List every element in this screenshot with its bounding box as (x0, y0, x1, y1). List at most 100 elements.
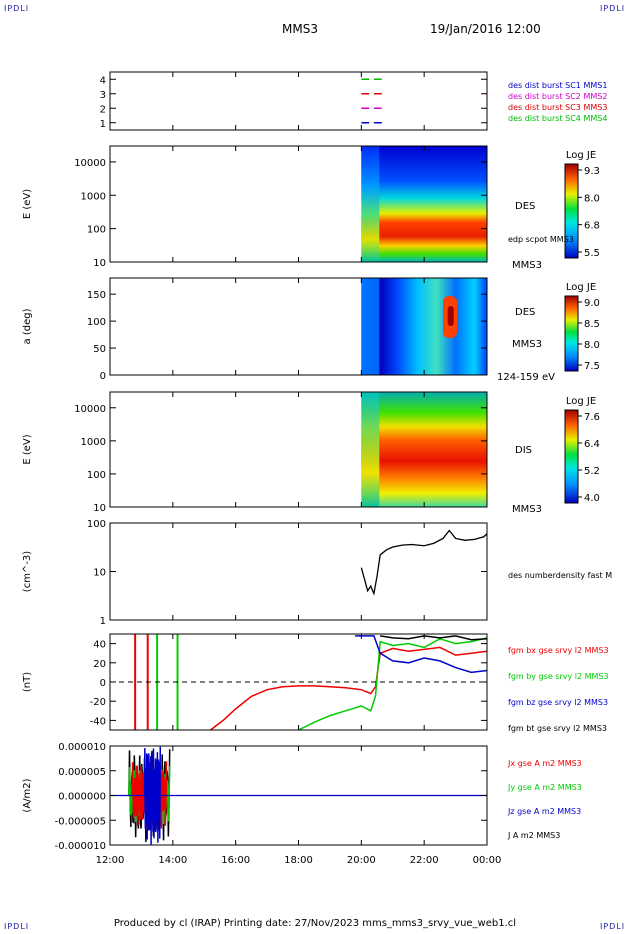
current-density-legend-entry: Jy gse A m2 MMS3 (507, 783, 582, 792)
corner-label-bottom-right: IPDLI (600, 922, 626, 931)
magnetic-field-legend-entry: fgm bt gse srvy l2 MMS3 (508, 724, 607, 733)
x-tick-label: 22:00 (410, 855, 439, 866)
x-tick-label: 16:00 (221, 855, 250, 866)
ion-energy-tick-label: 1000 (81, 437, 106, 448)
ion-energy-colorbar-tick-label: 7.6 (584, 412, 600, 423)
magnetic-field-tick-label: 40 (93, 640, 106, 651)
electron-pitch-spacecraft-label: MMS3 (512, 339, 542, 350)
density-tick-label: 10 (93, 568, 106, 579)
current-density-ylabel: (A/m2) (22, 778, 33, 812)
electron-pitch-colorbar-tick-label: 8.5 (584, 319, 600, 330)
availability-frame (109, 71, 488, 131)
magnetic-field-ylabel: (nT) (22, 672, 33, 692)
spacecraft-title: MMS3 (282, 22, 318, 36)
availability-tick-label: 2 (100, 104, 106, 115)
footer-credit: Produced by cl (IRAP) Printing date: 27/… (113, 918, 517, 929)
magnetic-field-tick-label: -40 (90, 716, 106, 727)
magnetic-field-series-3 (380, 635, 488, 641)
magnetic-field-legend-entry: fgm by gse srvy l2 MMS3 (508, 672, 609, 681)
x-tick-label: 20:00 (347, 855, 376, 866)
current-density-burst (143, 746, 162, 845)
magnetic-field-series-2 (355, 635, 488, 674)
electron-pitch-tick-label: 50 (93, 344, 106, 355)
corner-label-top-left: IPDLI (4, 4, 30, 13)
electron-pitch-tick-label: 150 (87, 290, 106, 301)
x-tick-label: 14:00 (158, 855, 187, 866)
current-density-tick-label: 0.000010 (58, 742, 106, 753)
electron-pitch-instrument-label: DES (515, 307, 535, 318)
electron-energy-overlay-label: edp scpot MMS3 (508, 235, 574, 244)
current-density-tick-label: -0.000005 (55, 816, 106, 827)
electron-energy-tick-label: 10 (93, 258, 106, 269)
magnetic-field-series-1 (298, 637, 488, 731)
electron-pitch-colorbar-bar (564, 295, 579, 372)
x-tick-label: 18:00 (284, 855, 313, 866)
electron-energy-colorbar-tick-label: 5.5 (584, 248, 600, 259)
magnetic-field-tick-label: -20 (90, 697, 106, 708)
density-frame (109, 522, 488, 621)
ion-energy-spacecraft-label: MMS3 (512, 504, 542, 515)
electron-energy-spectrogram (361, 146, 487, 262)
ion-energy-tick-label: 100 (87, 470, 106, 481)
electron-energy-colorbar-tick-label: 6.8 (584, 221, 600, 232)
datetime-title: 19/Jan/2016 12:00 (430, 22, 541, 36)
electron-energy-tick-label: 10000 (74, 158, 106, 169)
availability-legend-entry: des dist burst SC2 MMS2 (508, 92, 607, 101)
electron-pitch-ylabel: a (deg) (22, 308, 33, 344)
ion-energy-ylabel: E (eV) (22, 434, 33, 464)
density-legend-entry: des numberdensity fast M (508, 571, 612, 580)
electron-energy-colorbar-tick-label: 8.0 (584, 193, 600, 204)
current-density-tick-label: 0.000005 (58, 767, 106, 778)
electron-energy-ylabel: E (eV) (22, 189, 33, 219)
availability-tick-label: 1 (100, 119, 106, 130)
electron-pitch-colorbar-tick-label: 7.5 (584, 361, 600, 372)
ion-energy-tick-label: 10000 (74, 404, 106, 415)
ion-energy-tick-label: 10 (93, 503, 106, 514)
electron-pitch-hotspot-core (447, 306, 454, 326)
ion-energy-colorbar-tick-label: 5.2 (584, 466, 600, 477)
electron-energy-tick-label: 1000 (81, 191, 106, 202)
density-tick-label: 100 (87, 519, 106, 530)
electron-energy-spacecraft-label: MMS3 (512, 260, 542, 271)
electron-energy-spectrogram-edge (361, 146, 380, 262)
x-tick-label: 00:00 (473, 855, 502, 866)
electron-pitch-colorbar-tick-label: 8.0 (584, 340, 600, 351)
electron-pitch-energy-label: 124-159 eV (497, 372, 555, 383)
current-density-legend-entry: Jx gse A m2 MMS3 (507, 759, 582, 768)
magnetic-field-tick-label: 20 (93, 659, 106, 670)
availability-legend-entry: des dist burst SC1 MMS1 (508, 81, 607, 90)
magnetic-field-series-0 (210, 646, 488, 731)
electron-pitch-spectrogram-edge (361, 278, 380, 375)
ion-energy-colorbar-tick-label: 4.0 (584, 493, 600, 504)
x-tick-label: 12:00 (96, 855, 125, 866)
electron-energy-tick-label: 100 (87, 225, 106, 236)
magnetic-field-legend-entry: fgm bz gse srvy l2 MMS3 (508, 698, 608, 707)
electron-pitch-spectrogram (361, 278, 487, 375)
current-density-legend-entry: J A m2 MMS3 (507, 831, 560, 840)
ion-energy-colorbar-bar (564, 409, 579, 504)
electron-pitch-tick-label: 100 (87, 317, 106, 328)
electron-pitch-colorbar-title: Log JE (566, 282, 596, 293)
ion-energy-spectrogram (361, 392, 487, 507)
ion-energy-instrument-label: DIS (515, 445, 532, 456)
magnetic-field-legend-entry: fgm bx gse srvy l2 MMS3 (508, 646, 609, 655)
availability-legend-entry: des dist burst SC4 MMS4 (508, 114, 607, 123)
electron-energy-colorbar-title: Log JE (566, 150, 596, 161)
electron-pitch-colorbar-tick-label: 9.0 (584, 298, 600, 309)
electron-energy-instrument-label: DES (515, 201, 535, 212)
current-density-legend-entry: Jz gse A m2 MMS3 (507, 807, 581, 816)
density-series-line (360, 529, 488, 596)
ion-energy-colorbar-tick-label: 6.4 (584, 439, 600, 450)
corner-label-bottom-left: IPDLI (4, 922, 30, 931)
ion-energy-spectrogram-edge (361, 392, 380, 507)
density-tick-label: 1 (100, 616, 106, 627)
electron-energy-colorbar-bar (564, 163, 579, 259)
availability-tick-label: 4 (100, 75, 106, 86)
electron-energy-colorbar-tick-label: 9.3 (584, 166, 600, 177)
electron-pitch-tick-label: 0 (100, 371, 106, 382)
availability-tick-label: 3 (100, 90, 106, 101)
current-density-tick-label: 0.000000 (58, 792, 106, 803)
density-ylabel: (cm^-3) (22, 551, 33, 592)
corner-label-top-right: IPDLI (600, 4, 626, 13)
